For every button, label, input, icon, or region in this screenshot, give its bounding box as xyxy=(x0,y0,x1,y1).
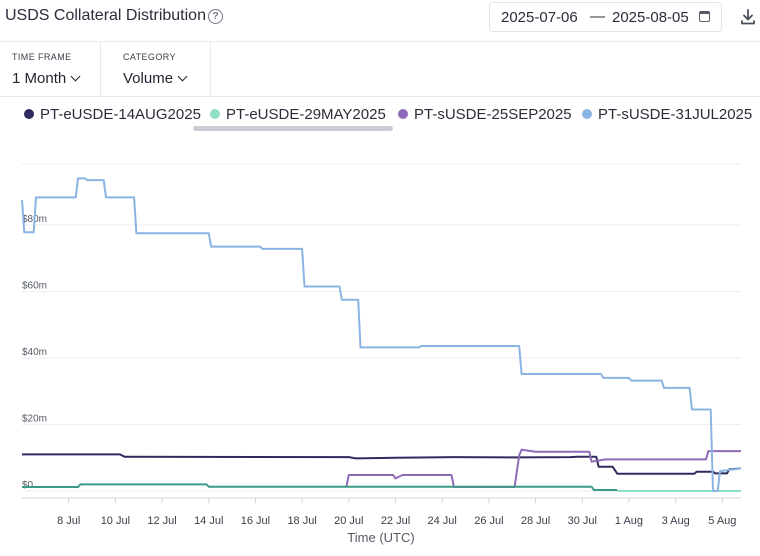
legend-scrollbar[interactable] xyxy=(193,126,393,131)
x-tick-label: 10 Jul xyxy=(101,515,130,527)
x-tick-label: 3 Aug xyxy=(662,515,690,527)
date-separator: — xyxy=(590,8,605,25)
help-icon[interactable]: ? xyxy=(208,9,223,24)
series-line-pt-eusde-14aug2025[interactable] xyxy=(22,453,742,475)
legend-dot xyxy=(398,109,408,119)
x-tick-label: 20 Jul xyxy=(334,515,363,527)
date-start: 2025-07-06 xyxy=(501,9,578,26)
divider xyxy=(100,42,101,96)
header: USDS Collateral Distribution ? 2025-07-0… xyxy=(0,0,760,42)
x-tick-label: 8 Jul xyxy=(57,515,80,527)
chevron-down-icon xyxy=(177,71,188,82)
x-tick-label: 18 Jul xyxy=(287,515,316,527)
category-label: CATEGORY xyxy=(123,52,176,62)
category-select[interactable]: Volume xyxy=(123,70,188,87)
series-line-unlabeled[interactable] xyxy=(22,483,618,491)
page-title: USDS Collateral Distribution xyxy=(5,7,206,24)
x-tick-label: 12 Jul xyxy=(147,515,176,527)
y-tick-label: $40m xyxy=(22,347,47,358)
divider xyxy=(0,41,760,42)
y-tick-label: $20m xyxy=(22,414,47,425)
series-line-pt-susde-25sep2025[interactable] xyxy=(345,448,742,488)
date-end: 2025-08-05 xyxy=(612,9,689,26)
divider xyxy=(0,96,760,97)
time-frame-value: 1 Month xyxy=(12,70,67,87)
y-tick-label: $60m xyxy=(22,281,47,292)
category-value: Volume xyxy=(123,70,174,87)
legend-item-susde-31jul[interactable]: PT-sUSDE-31JUL2025 xyxy=(582,106,752,123)
legend-label: PT-sUSDE-31JUL2025 xyxy=(598,106,753,123)
legend-dot xyxy=(210,109,220,119)
x-tick-label: 24 Jul xyxy=(428,515,457,527)
time-frame-label: TIME FRAME xyxy=(12,52,72,62)
divider xyxy=(210,42,211,96)
legend-item-eusde-14aug[interactable]: PT-eUSDE-14AUG2025 xyxy=(24,106,201,123)
chart-legend: PT-eUSDE-14AUG2025 PT-eUSDE-29MAY2025 PT… xyxy=(0,98,760,138)
y-tick-label: $0 xyxy=(22,480,34,491)
x-tick-label: 30 Jul xyxy=(568,515,597,527)
x-axis-label: Time (UTC) xyxy=(347,530,414,545)
calendar-icon[interactable] xyxy=(699,11,710,22)
legend-item-susde-25sep[interactable]: PT-sUSDE-25SEP2025 xyxy=(398,106,572,123)
chevron-down-icon xyxy=(70,71,81,82)
x-tick-label: 5 Aug xyxy=(708,515,736,527)
series-line-pt-susde-31jul2025[interactable] xyxy=(21,177,742,492)
chart: $0$20m$40m$60m$80m 8 Jul 10 Jul 12 Jul 14 J… xyxy=(21,163,742,545)
x-tick-label: 1 Aug xyxy=(615,515,643,527)
legend-dot xyxy=(582,109,592,119)
legend-label: PT-eUSDE-29MAY2025 xyxy=(226,106,386,123)
x-tick-label: 26 Jul xyxy=(474,515,503,527)
legend-label: PT-sUSDE-25SEP2025 xyxy=(414,106,572,123)
date-range-picker[interactable]: 2025-07-06 — 2025-08-05 xyxy=(489,2,722,32)
legend-item-eusde-29may[interactable]: PT-eUSDE-29MAY2025 xyxy=(210,106,386,123)
time-frame-select[interactable]: 1 Month xyxy=(12,70,81,87)
x-tick-label: 22 Jul xyxy=(381,515,410,527)
x-tick-label: 14 Jul xyxy=(194,515,223,527)
legend-label: PT-eUSDE-14AUG2025 xyxy=(40,106,201,123)
x-tick-label: 16 Jul xyxy=(241,515,270,527)
download-icon[interactable] xyxy=(739,8,757,26)
x-tick-label: 28 Jul xyxy=(521,515,550,527)
legend-dot xyxy=(24,109,34,119)
